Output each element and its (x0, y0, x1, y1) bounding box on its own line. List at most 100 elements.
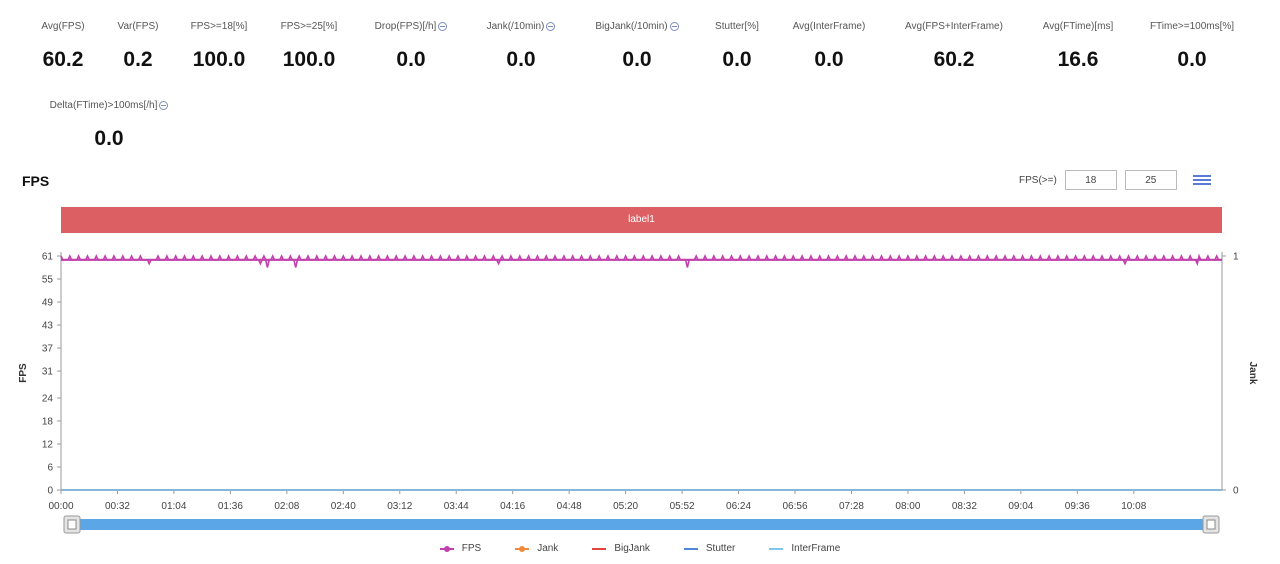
list-icon[interactable] (1192, 174, 1211, 186)
label-bar[interactable]: label1 (61, 207, 1222, 233)
x-tick-label: 10:08 (1121, 501, 1146, 512)
fps-filter: FPS(>=) (1019, 170, 1211, 190)
x-tick-label: 00:32 (105, 501, 130, 512)
stat-label: Stutter[%] (715, 21, 759, 32)
x-tick-label: 08:32 (952, 501, 977, 512)
zoom-slider-track[interactable] (73, 519, 1210, 530)
legend-label: Jank (537, 543, 559, 554)
stat-value: 100.0 (192, 48, 246, 71)
legend-swatch (439, 545, 454, 552)
fps-chart[interactable]: 0 6 12 18 24 31 37 43 49 55 61 0 1 00:00 00:32 01:04 01:… (0, 240, 1280, 542)
legend-swatch (683, 547, 698, 550)
y-tick-label: 43 (42, 321, 54, 332)
stat-label-text: Var(FPS) (117, 21, 159, 32)
stat-label: Avg(FPS+InterFrame) (905, 21, 1003, 32)
x-tick-label: 04:48 (557, 501, 582, 512)
legend-item-jank[interactable]: Jank (515, 543, 558, 554)
y-tick-label: 61 (42, 252, 54, 263)
y-tick-label: 24 (42, 393, 54, 404)
legend-item-stutter[interactable]: Stutter (683, 543, 736, 554)
y-tick-label: 6 (47, 462, 53, 473)
legend-swatch (769, 547, 784, 550)
stat-label-text: FPS>=25[%] (280, 21, 338, 32)
legend-swatch (592, 547, 607, 550)
chart-title: FPS (22, 173, 50, 189)
x-tick-label: 00:00 (48, 501, 73, 512)
y-tick-label: 55 (42, 275, 54, 286)
legend-label: BigJank (614, 543, 650, 554)
x-tick-label: 07:28 (839, 501, 864, 512)
stat-value: 0.0 (1177, 48, 1207, 71)
stat-item: Avg(FPS) 60.2 (0, 16, 133, 72)
info-icon[interactable] (546, 22, 556, 31)
stat-item: Stutter[%] 0.0 (667, 16, 807, 72)
stat-value: 0.0 (94, 127, 124, 150)
stat-item: FPS>=25[%] 100.0 (239, 16, 379, 72)
chart-legend: FPS Jank BigJank Stutter InterFrame (0, 543, 1280, 554)
info-icon[interactable] (438, 22, 448, 31)
legend-label: FPS (461, 543, 482, 554)
stat-label-text: Jank(/10min) (486, 21, 545, 32)
series-line-fps[interactable] (60, 253, 1222, 268)
legend-label: InterFrame (791, 543, 841, 554)
fps-threshold-input-1[interactable] (1064, 170, 1117, 190)
stat-item: BigJank(/10min) 0.0 (567, 16, 707, 72)
x-tick-label: 05:20 (613, 501, 638, 512)
legend-label: Stutter (705, 543, 736, 554)
info-icon[interactable] (669, 22, 679, 31)
stat-item: Delta(FTime)>100ms[/h] 0.0 (39, 95, 179, 151)
stat-label-text: Avg(InterFrame) (792, 21, 866, 32)
stat-label-text: FPS>=18[%] (190, 21, 248, 32)
zoom-handle-right-grip (1206, 519, 1216, 530)
stat-label: FTime>=100ms[%] (1150, 21, 1234, 32)
stat-item: Var(FPS) 0.2 (68, 16, 208, 72)
stat-label: FPS>=25[%] (281, 21, 338, 32)
legend-swatch (515, 545, 530, 552)
stat-item: FPS>=18[%] 100.0 (149, 16, 289, 72)
stat-value: 100.0 (282, 48, 336, 71)
y-tick-label: 0 (47, 486, 53, 497)
x-tick-label: 09:04 (1008, 501, 1033, 512)
legend-item-fps[interactable]: FPS (439, 543, 482, 554)
stat-label: BigJank(/10min) (595, 21, 679, 32)
x-tick-label: 02:08 (274, 501, 299, 512)
stat-label-text: Avg(FPS) (41, 21, 85, 32)
stat-label-text: Avg(FTime)[ms] (1042, 21, 1114, 32)
y-axis-label: FPS (18, 363, 29, 383)
stat-item: FTime>=100ms[%] 0.0 (1122, 16, 1262, 72)
stat-label-text: Avg(FPS+InterFrame) (905, 21, 1003, 32)
x-tick-label: 01:36 (218, 501, 243, 512)
stat-value: 0.0 (722, 48, 752, 71)
y-tick-label: 37 (42, 344, 54, 355)
y2-axis-label: Jank (1247, 362, 1258, 385)
stat-label: Delta(FTime)>100ms[/h] (50, 100, 169, 111)
stat-label-text: Delta(FTime)>100ms[/h] (49, 100, 158, 111)
stat-value: 0.0 (506, 48, 536, 71)
stat-label-text: BigJank(/10min) (595, 21, 668, 32)
y-tick-label: 31 (42, 367, 54, 378)
y2-tick-label: 1 (1233, 252, 1239, 263)
stat-label-text: Stutter[%] (715, 21, 759, 32)
y-tick-label: 12 (42, 439, 54, 450)
x-tick-label: 01:04 (161, 501, 186, 512)
stat-value: 0.0 (814, 48, 844, 71)
x-tick-label: 06:56 (782, 501, 807, 512)
legend-item-interframe[interactable]: InterFrame (769, 543, 840, 554)
stat-item: Jank(/10min) 0.0 (451, 16, 591, 72)
stat-value: 16.6 (1057, 48, 1099, 71)
zoom-handle-left-grip (67, 519, 77, 530)
stat-label: Avg(FPS) (41, 21, 84, 32)
legend-item-bigjank[interactable]: BigJank (592, 543, 650, 554)
fps-threshold-input-2[interactable] (1124, 170, 1177, 190)
info-icon[interactable] (159, 101, 169, 110)
stat-item: Avg(FPS+InterFrame) 60.2 (884, 16, 1024, 72)
stat-item: Drop(FPS)[/h] 0.0 (341, 16, 481, 72)
stat-label: FPS>=18[%] (191, 21, 248, 32)
y-tick-label: 49 (42, 298, 54, 309)
stat-label-text: Drop(FPS)[/h] (374, 21, 437, 32)
x-tick-label: 03:12 (387, 501, 412, 512)
stat-value: 0.2 (123, 48, 153, 71)
x-tick-label: 02:40 (331, 501, 356, 512)
stat-value: 0.0 (622, 48, 652, 71)
stat-label: Var(FPS) (118, 21, 159, 32)
